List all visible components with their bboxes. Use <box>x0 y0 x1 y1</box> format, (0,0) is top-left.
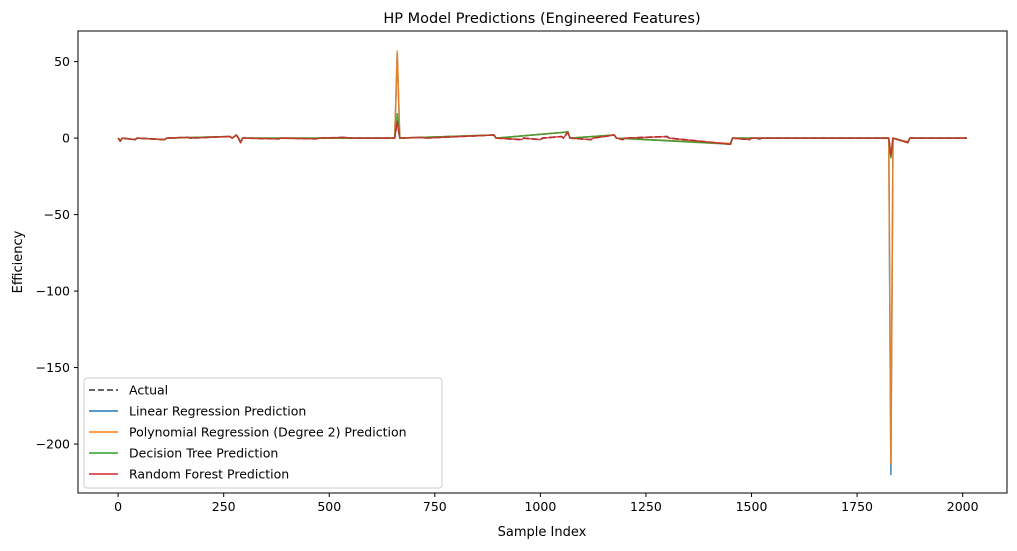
chart-title: HP Model Predictions (Engineered Feature… <box>383 11 700 27</box>
x-tick-label: 750 <box>423 499 447 514</box>
x-tick-label: 1750 <box>841 499 873 514</box>
y-axis-ticks: −200 −150 −100 −50 0 50 <box>36 54 78 452</box>
legend-label: Decision Tree Prediction <box>129 446 278 461</box>
x-tick-label: 500 <box>317 499 341 514</box>
y-tick-label: −100 <box>36 284 70 299</box>
y-tick-label: 0 <box>62 131 70 146</box>
x-tick-label: 2000 <box>947 499 979 514</box>
y-tick-label: −50 <box>44 207 70 222</box>
y-axis-label: Efficiency <box>11 230 26 293</box>
y-tick-label: 50 <box>54 54 70 69</box>
y-tick-label: −150 <box>36 360 70 375</box>
x-tick-label: 0 <box>114 499 122 514</box>
x-tick-label: 1500 <box>736 499 768 514</box>
legend-label: Polynomial Regression (Degree 2) Predict… <box>129 425 407 440</box>
legend-frame <box>83 377 443 489</box>
plot-frame <box>77 30 1008 494</box>
x-axis-label: Sample Index <box>498 525 587 540</box>
legend[interactable]: Actual Linear Regression Prediction Polyno… <box>83 377 443 489</box>
series-line-4 <box>117 120 967 156</box>
legend-label: Random Forest Prediction <box>129 467 289 482</box>
x-tick-label: 1250 <box>630 499 662 514</box>
x-tick-label: 250 <box>212 499 236 514</box>
x-tick-label: 1000 <box>524 499 556 514</box>
legend-label: Linear Regression Prediction <box>129 404 306 419</box>
legend-entries: Actual Linear Regression Prediction Polyno… <box>89 383 407 482</box>
y-tick-label: −200 <box>36 437 70 452</box>
x-axis-ticks: 0 250 500 750 1000 1250 1500 1750 2000 <box>114 493 979 514</box>
series-layer <box>117 50 967 476</box>
legend-label: Actual <box>129 383 168 398</box>
